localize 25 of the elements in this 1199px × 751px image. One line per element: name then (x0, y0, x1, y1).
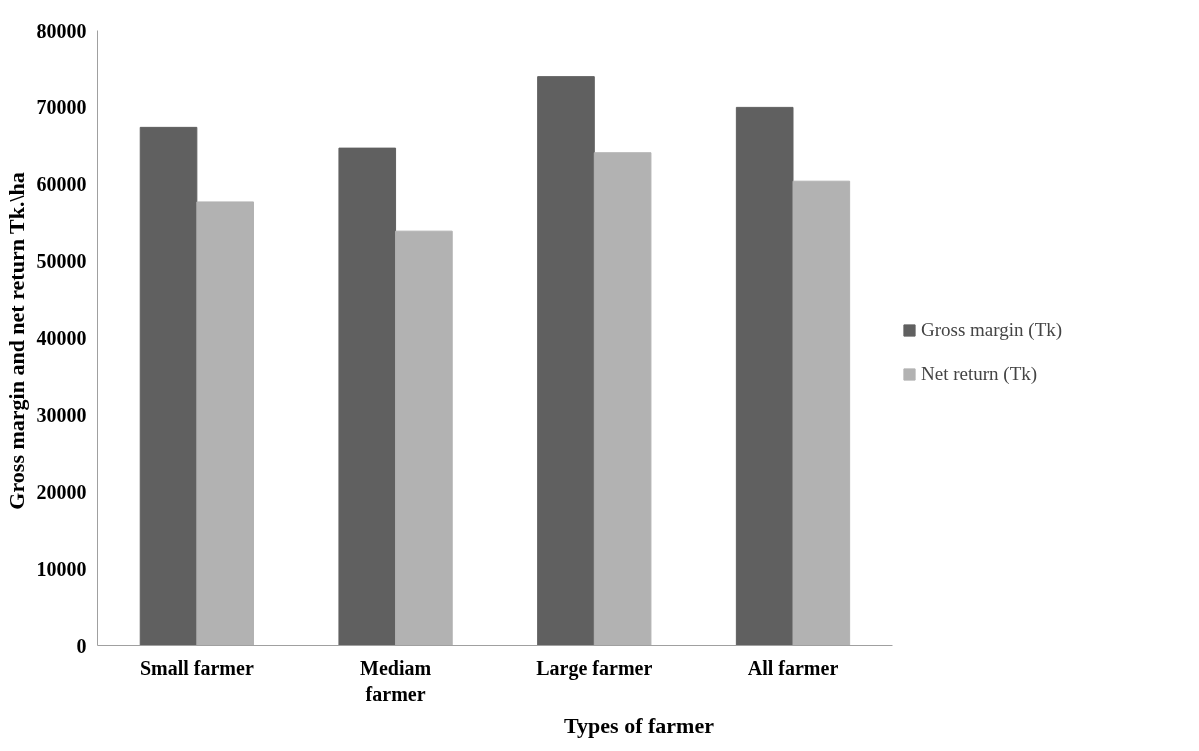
bar (395, 230, 453, 646)
bar (537, 76, 595, 646)
y-tick-label: 70000 (36, 96, 87, 119)
bar (338, 147, 397, 646)
y-tick-label: 40000 (36, 327, 87, 349)
x-tick-label: Small farmer (139, 656, 254, 679)
x-axis-title: Types of farmer (564, 712, 715, 738)
bar (792, 180, 851, 646)
x-tick-label: All farmer (747, 656, 839, 679)
y-tick-label: 80000 (36, 19, 87, 42)
y-axis-title: Gross margin and net return Tk.\ha (3, 172, 29, 510)
y-tick-label: 20000 (36, 480, 87, 503)
bar (196, 201, 254, 646)
y-tick-label: 50000 (36, 250, 87, 273)
x-tick-label: Mediam farmer (360, 656, 432, 705)
y-tick-label: 0 (76, 634, 87, 657)
bar (139, 126, 198, 646)
y-tick-label: 10000 (36, 557, 87, 580)
legend-label: Net return (Tk) (921, 363, 1038, 385)
y-tick-label: 30000 (36, 403, 87, 426)
bar (593, 152, 652, 646)
bar (735, 106, 794, 646)
legend-label: Gross margin (Tk) (921, 319, 1063, 341)
y-tick-label: 60000 (36, 173, 87, 196)
x-tick-label: Large farmer (536, 656, 653, 680)
